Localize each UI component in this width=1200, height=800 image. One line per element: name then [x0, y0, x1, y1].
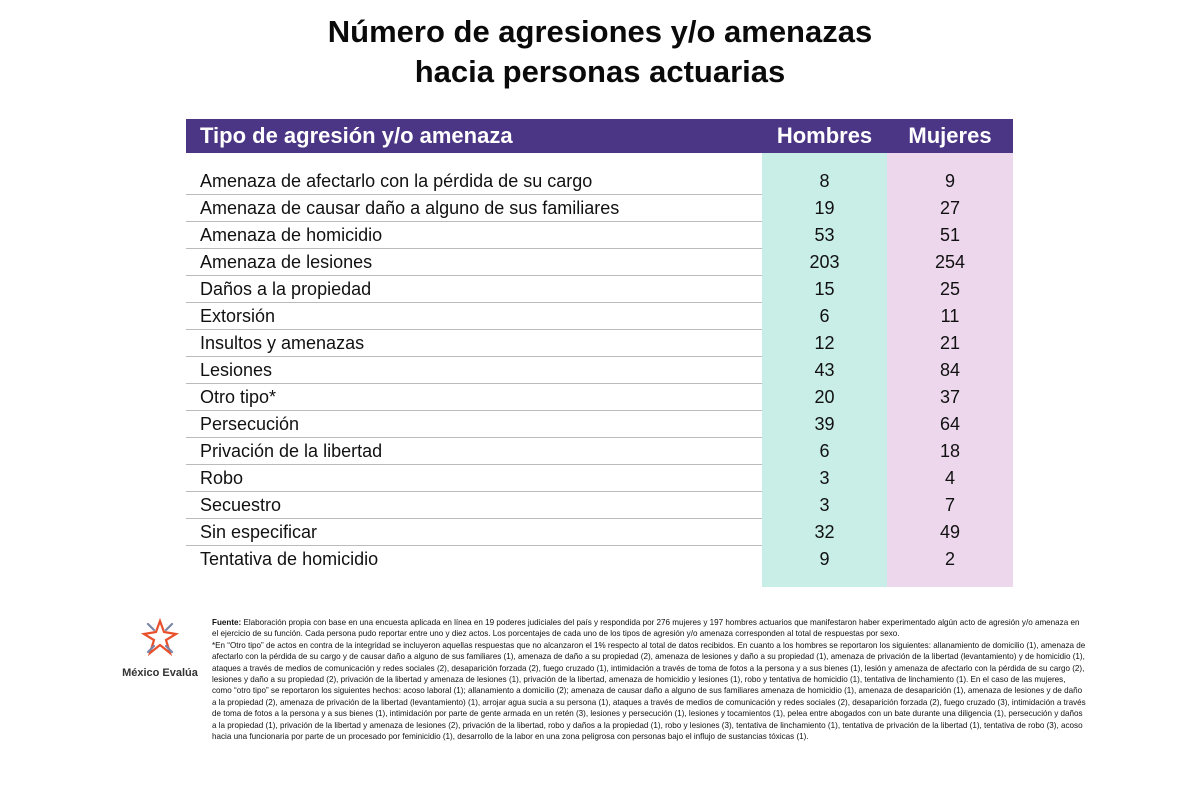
mujeres-value: 64 — [939, 414, 961, 434]
row-label: Amenaza de afectarlo con la pérdida de s… — [186, 168, 762, 195]
mujeres-value: 4 — [944, 468, 955, 488]
table-body: Amenaza de afectarlo con la pérdida de s… — [186, 168, 1013, 573]
mexico-evalua-logo: México Evalúa — [112, 617, 208, 679]
hombres-value: 203 — [809, 252, 840, 272]
hombres-value: 20 — [814, 387, 835, 407]
hombres-value: 39 — [814, 414, 835, 434]
table-row: Secuestro 3 7 — [186, 492, 1013, 519]
logo-text: México Evalúa — [122, 667, 198, 679]
table-row: Sin especificar 32 49 — [186, 519, 1013, 546]
table-row: Amenaza de causar daño a alguno de sus f… — [186, 195, 1013, 222]
row-label: Otro tipo* — [186, 384, 762, 411]
hombres-value: 8 — [819, 171, 830, 191]
mujeres-value: 7 — [944, 495, 955, 515]
title-line-2: hacia personas actuarias — [414, 54, 786, 89]
mujeres-value: 254 — [934, 252, 966, 272]
table-row: Amenaza de lesiones 203 254 — [186, 249, 1013, 276]
table-row: Tentativa de homicidio 9 2 — [186, 546, 1013, 573]
mujeres-value: 11 — [940, 306, 960, 326]
table-row: Daños a la propiedad 15 25 — [186, 276, 1013, 303]
mujeres-column-bg — [887, 153, 1013, 587]
row-label: Sin especificar — [186, 519, 762, 546]
page-title: Número de agresiones y/o amenazas hacia … — [0, 12, 1200, 92]
header-hombres: Hombres — [776, 123, 873, 148]
row-label: Secuestro — [186, 492, 762, 519]
row-label: Privación de la libertad — [186, 438, 762, 465]
row-label: Robo — [186, 465, 762, 492]
table-row: Amenaza de homicidio 53 51 — [186, 222, 1013, 249]
hombres-value: 6 — [819, 306, 830, 326]
row-label: Amenaza de lesiones — [186, 249, 762, 276]
source-label: Fuente: — [212, 618, 242, 627]
mujeres-value: 21 — [939, 333, 961, 353]
table-header: Tipo de agresión y/o amenaza Hombres Muj… — [186, 119, 1013, 153]
hombres-value: 9 — [819, 549, 830, 569]
mujeres-value: 37 — [939, 387, 961, 407]
source-note: Fuente: Elaboración propia con base en u… — [212, 617, 1087, 640]
other-type-note: *En “Otro tipo” de actos en contra de la… — [212, 640, 1086, 742]
mujeres-value: 2 — [944, 549, 955, 569]
hombres-value: 19 — [814, 198, 835, 218]
hombres-value: 53 — [814, 225, 835, 245]
hombres-column-bg — [762, 153, 887, 587]
row-label: Extorsión — [186, 303, 762, 330]
title-line-1: Número de agresiones y/o amenazas — [327, 14, 873, 49]
row-label: Insultos y amenazas — [186, 330, 762, 357]
header-mujeres: Mujeres — [908, 123, 992, 148]
hombres-value: 43 — [814, 360, 835, 380]
header-tipo: Tipo de agresión y/o amenaza — [200, 123, 513, 148]
row-label: Tentativa de homicidio — [200, 549, 379, 569]
row-label: Daños a la propiedad — [186, 276, 762, 303]
hombres-value: 12 — [814, 333, 835, 353]
row-label: Lesiones — [186, 357, 762, 384]
table-row: Robo 3 4 — [186, 465, 1013, 492]
mujeres-value: 27 — [939, 198, 961, 218]
table-row: Amenaza de afectarlo con la pérdida de s… — [186, 168, 1013, 195]
table-row: Otro tipo* 20 37 — [186, 384, 1013, 411]
hombres-value: 3 — [819, 495, 830, 515]
hombres-value: 15 — [814, 279, 835, 299]
hombres-value: 3 — [819, 468, 830, 488]
footnote: Fuente: Elaboración propia con base en u… — [212, 617, 1087, 742]
source-text: Elaboración propia con base en una encue… — [212, 618, 1080, 639]
table-row: Persecución 39 64 — [186, 411, 1013, 438]
mujeres-value: 25 — [939, 279, 961, 299]
mujeres-value: 9 — [944, 171, 955, 191]
table-row: Lesiones 43 84 — [186, 357, 1013, 384]
data-table: Tipo de agresión y/o amenaza Hombres Muj… — [186, 119, 1013, 587]
table-row: Insultos y amenazas 12 21 — [186, 330, 1013, 357]
hombres-value: 32 — [814, 522, 835, 542]
row-label: Amenaza de causar daño a alguno de sus f… — [186, 195, 762, 222]
row-label: Amenaza de homicidio — [186, 222, 762, 249]
table-row: Extorsión 6 11 — [186, 303, 1013, 330]
row-label: Persecución — [186, 411, 762, 438]
star-logo-icon — [140, 617, 180, 657]
mujeres-value: 84 — [939, 360, 961, 380]
table-row: Privación de la libertad 6 18 — [186, 438, 1013, 465]
mujeres-value: 18 — [939, 441, 961, 461]
mujeres-value: 51 — [939, 225, 961, 245]
mujeres-value: 49 — [939, 522, 961, 542]
hombres-value: 6 — [819, 441, 830, 461]
